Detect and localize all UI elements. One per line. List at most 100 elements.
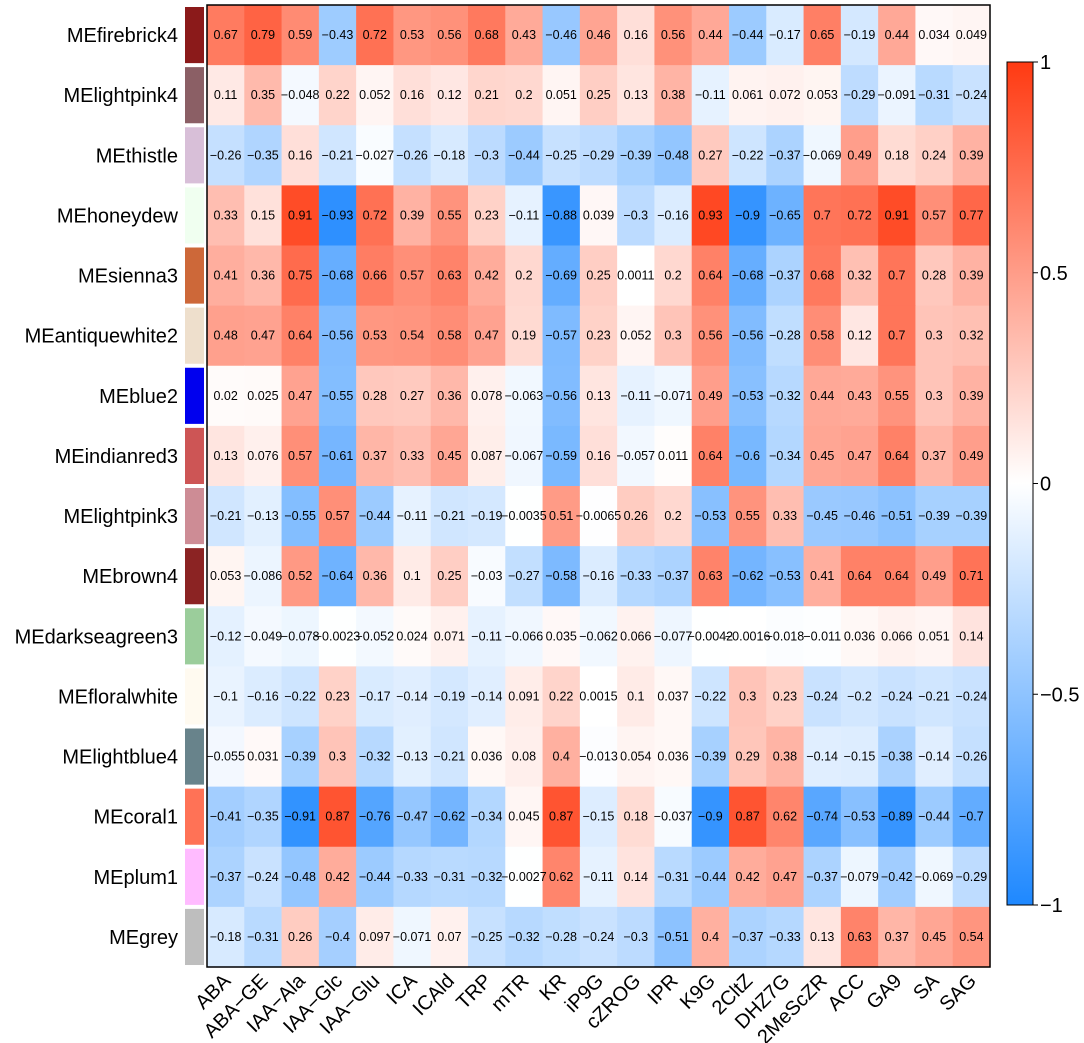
heatmap-cell (430, 365, 469, 427)
heatmap-cell (281, 786, 320, 848)
cell-value-label: 0.25 (586, 269, 610, 283)
heatmap-cell (691, 906, 730, 968)
module-swatch-mefloralwhite (185, 668, 204, 725)
cell-value-label: −0.68 (322, 269, 354, 283)
cell-value-label: 0.66 (363, 269, 387, 283)
cell-value-label: 0.79 (251, 28, 275, 42)
heatmap-cell (318, 906, 357, 968)
heatmap-cell (878, 425, 917, 487)
cell-value-label: −0.067 (505, 449, 544, 463)
cell-value-label: 0.02 (213, 389, 237, 403)
cell-value-label: −0.33 (620, 569, 652, 583)
heatmap-cell (878, 65, 917, 126)
cell-value-label: 0.72 (363, 208, 387, 222)
heatmap-cell (430, 846, 469, 908)
heatmap-cell (654, 786, 693, 848)
cell-value-label: −0.18 (210, 930, 242, 944)
cell-value-label: 0.53 (363, 329, 387, 343)
cell-value-label: −0.0016 (725, 629, 771, 643)
cell-value-label: 0.32 (847, 269, 871, 283)
cell-value-label: 0.55 (885, 389, 909, 403)
cell-value-label: 0.0015 (579, 689, 617, 703)
heatmap-cell (878, 606, 917, 667)
cell-value-label: −0.19 (434, 689, 466, 703)
heatmap-cell (691, 305, 730, 367)
cell-value-label: −0.39 (918, 509, 950, 523)
heatmap-cell (542, 726, 581, 788)
row-label-mefloralwhite: MEfloralwhite (58, 686, 178, 708)
heatmap-cell (803, 606, 842, 667)
heatmap-cell (766, 726, 805, 788)
cell-value-label: 0.52 (288, 569, 312, 583)
cell-value-label: −0.89 (881, 810, 913, 824)
cell-value-label: 0.62 (549, 870, 573, 884)
heatmap-cell (617, 906, 656, 968)
heatmap-cell (393, 666, 432, 728)
cell-value-label: 0.63 (847, 930, 871, 944)
heatmap-cell (840, 65, 879, 126)
column-label-sag: SAG (935, 970, 980, 1015)
cell-value-label: 0.44 (810, 389, 834, 403)
cell-value-label: 0.44 (698, 28, 722, 42)
cell-value-label: −0.44 (508, 148, 540, 162)
cell-value-label: −0.22 (695, 689, 727, 703)
heatmap-cell (617, 185, 656, 247)
cell-value-label: 0.64 (847, 569, 871, 583)
row-label-meantiquewhite2: MEantiquewhite2 (25, 326, 178, 348)
heatmap-cell (207, 425, 245, 487)
heatmap-cell (840, 305, 879, 367)
heatmap-cell (430, 786, 469, 848)
heatmap-cell (244, 185, 283, 247)
heatmap-cell (430, 906, 469, 968)
cell-value-label: −0.03 (471, 569, 503, 583)
cell-value-label: 0.28 (922, 269, 946, 283)
heatmap-cell (654, 185, 693, 247)
cell-value-label: 0.23 (474, 208, 498, 222)
cell-value-label: −0.46 (844, 509, 876, 523)
heatmap-cell (281, 65, 320, 126)
heatmap-cell (542, 606, 581, 667)
heatmap-cell (691, 245, 730, 307)
cell-value-label: 0.68 (474, 28, 498, 42)
cell-value-label: 0.42 (325, 870, 349, 884)
cell-value-label: 0.63 (437, 269, 461, 283)
column-label-trp: TRP (452, 970, 496, 1014)
heatmap-cell (654, 65, 693, 126)
cell-value-label: −0.13 (396, 750, 428, 764)
cell-value-label: 0.32 (959, 329, 983, 343)
cell-value-label: 0.65 (810, 28, 834, 42)
heatmap-cell (207, 846, 245, 908)
heatmap-cell (952, 245, 991, 307)
heatmap-cell (505, 846, 544, 908)
cell-value-label: −0.16 (247, 689, 279, 703)
heatmap-cell (654, 305, 693, 367)
heatmap-cell (318, 786, 357, 848)
cell-value-label: 0.3 (925, 389, 942, 403)
heatmap-cell (393, 786, 432, 848)
cell-value-label: 0.47 (474, 329, 498, 343)
cell-value-label: 0.48 (213, 329, 237, 343)
cell-value-label: −0.17 (769, 28, 801, 42)
heatmap-cell (505, 65, 544, 126)
heatmap-cell (393, 365, 432, 427)
heatmap-cell (915, 425, 954, 487)
cell-value-label: −0.41 (210, 810, 242, 824)
cell-value-label: −0.55 (322, 389, 354, 403)
heatmap-cell (542, 786, 581, 848)
heatmap-cell (542, 425, 581, 487)
cell-value-label: −0.48 (657, 148, 689, 162)
heatmap-cell (691, 546, 730, 607)
cell-value-label: −0.26 (210, 148, 242, 162)
cell-value-label: −0.21 (434, 750, 466, 764)
module-swatch-meplum1 (185, 848, 204, 905)
cell-value-label: −0.16 (583, 569, 615, 583)
cell-value-label: 0.28 (363, 389, 387, 403)
heatmap-cell (393, 5, 432, 66)
heatmap-cell (878, 846, 917, 908)
cell-value-label: 0.053 (807, 88, 838, 102)
row-label-mehoneydew: MEhoneydew (57, 205, 179, 227)
heatmap-cell (579, 486, 618, 547)
heatmap-cell (318, 5, 357, 66)
heatmap-border (206, 4, 991, 968)
cell-value-label: 0.26 (624, 509, 648, 523)
